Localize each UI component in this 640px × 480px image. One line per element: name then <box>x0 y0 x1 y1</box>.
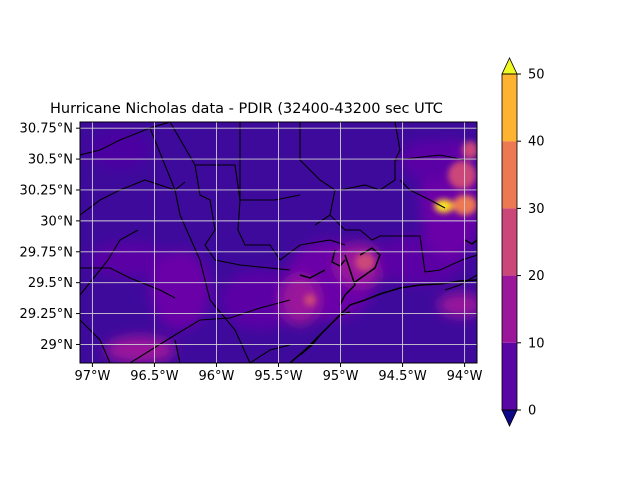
lat-tick-label: 29.5°N <box>28 276 73 291</box>
precipitation-map <box>80 122 477 363</box>
colorbar-segment <box>502 141 517 209</box>
lon-tick-label: 96.5°W <box>130 369 178 384</box>
precip-hotspots <box>304 141 477 306</box>
colorbar-ticks: 0 10 20 30 40 50 <box>517 68 545 419</box>
colorbar-segment <box>502 74 517 142</box>
colorbar-segments <box>502 74 517 410</box>
lon-tick-label: 94°W <box>447 369 483 384</box>
lat-axis: 29°N 29.25°N 29.5°N 29.75°N 30°N 30.25°N 30.5°… <box>20 122 80 353</box>
lat-tick-label: 30°N <box>40 214 73 229</box>
colorbar: 0 10 20 30 40 50 <box>501 57 545 427</box>
lat-tick-label: 29°N <box>40 338 73 353</box>
lat-tick-label: 29.75°N <box>20 245 73 260</box>
colorbar-tick-label: 30 <box>528 202 545 217</box>
gridlines <box>80 122 477 363</box>
lon-axis: 97°W 96.5°W 96°W 95.5°W 95°W 94.5°W 94°W <box>74 363 483 384</box>
lon-tick-label: 95°W <box>323 369 359 384</box>
colorbar-tick-label: 10 <box>528 336 545 351</box>
colorbar-segment <box>502 208 517 276</box>
lat-tick-label: 30.25°N <box>20 183 73 198</box>
colorbar-tick-label: 50 <box>528 68 545 83</box>
lon-tick-label: 97°W <box>74 369 110 384</box>
lat-tick-label: 29.25°N <box>20 307 73 322</box>
lat-tick-label: 30.75°N <box>20 122 73 137</box>
colorbar-segment <box>502 342 517 410</box>
lon-tick-label: 96°W <box>199 369 235 384</box>
lon-tick-label: 95.5°W <box>254 369 302 384</box>
lat-tick-label: 30.5°N <box>28 153 73 168</box>
colorbar-segment <box>502 275 517 343</box>
colorbar-tick-label: 40 <box>528 135 545 150</box>
colorbar-frame <box>501 73 518 411</box>
lon-tick-label: 94.5°W <box>378 369 426 384</box>
map-title: Hurricane Nicholas data - PDIR (32400-43… <box>50 101 443 117</box>
county-borders <box>80 122 477 363</box>
colorbar-tick-label: 20 <box>528 269 545 284</box>
colorbar-extend-min <box>501 409 518 427</box>
colorbar-extend-max <box>501 57 518 75</box>
colorbar-tick-label: 0 <box>528 404 536 419</box>
